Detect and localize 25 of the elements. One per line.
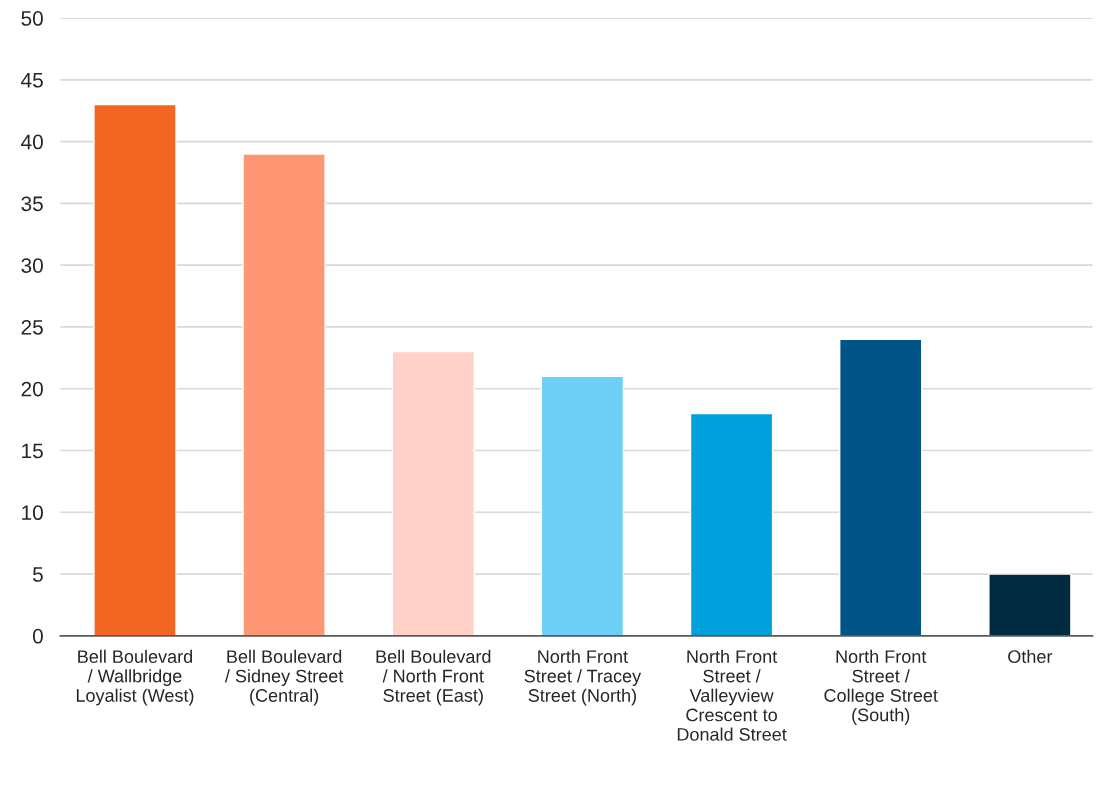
y-tick-label: 30 (21, 258, 43, 273)
y-tick-label: 25 (21, 319, 43, 335)
y-tick-label: 45 (21, 73, 43, 88)
bar (242, 153, 326, 636)
x-tick-label: Bell Boulevard / Wallbridge Loyalist (West) (76, 649, 194, 706)
x-tick-label: Bell Boulevard / Sidney Street (Central) (224, 649, 344, 706)
x-tick-label: Bell Boulevard / North Front Street (East) (376, 649, 491, 706)
x-tick-label: North Front Street / Tracey Street (North) (524, 649, 642, 706)
y-tick-label: 50 (21, 11, 43, 26)
y-tick-label: 5 (32, 567, 43, 582)
bar (689, 412, 774, 636)
y-tick-label: 35 (21, 196, 43, 212)
bar (988, 573, 1072, 636)
bar (93, 103, 177, 636)
y-tick-label: 20 (21, 381, 43, 397)
x-tick-label: Other (1008, 649, 1053, 663)
x-tick-label: North Front Street / Valleyview Crescent to Donald Street (677, 649, 787, 741)
y-tick-label: 15 (22, 443, 43, 459)
bar (391, 350, 475, 636)
y-tick-label: 40 (21, 134, 43, 150)
x-tick-label: North Front Street / College Street (South) (824, 649, 938, 725)
bar (540, 375, 625, 636)
y-tick-label: 0 (32, 628, 43, 644)
y-tick-label: 10 (22, 505, 43, 521)
bar (839, 338, 923, 636)
